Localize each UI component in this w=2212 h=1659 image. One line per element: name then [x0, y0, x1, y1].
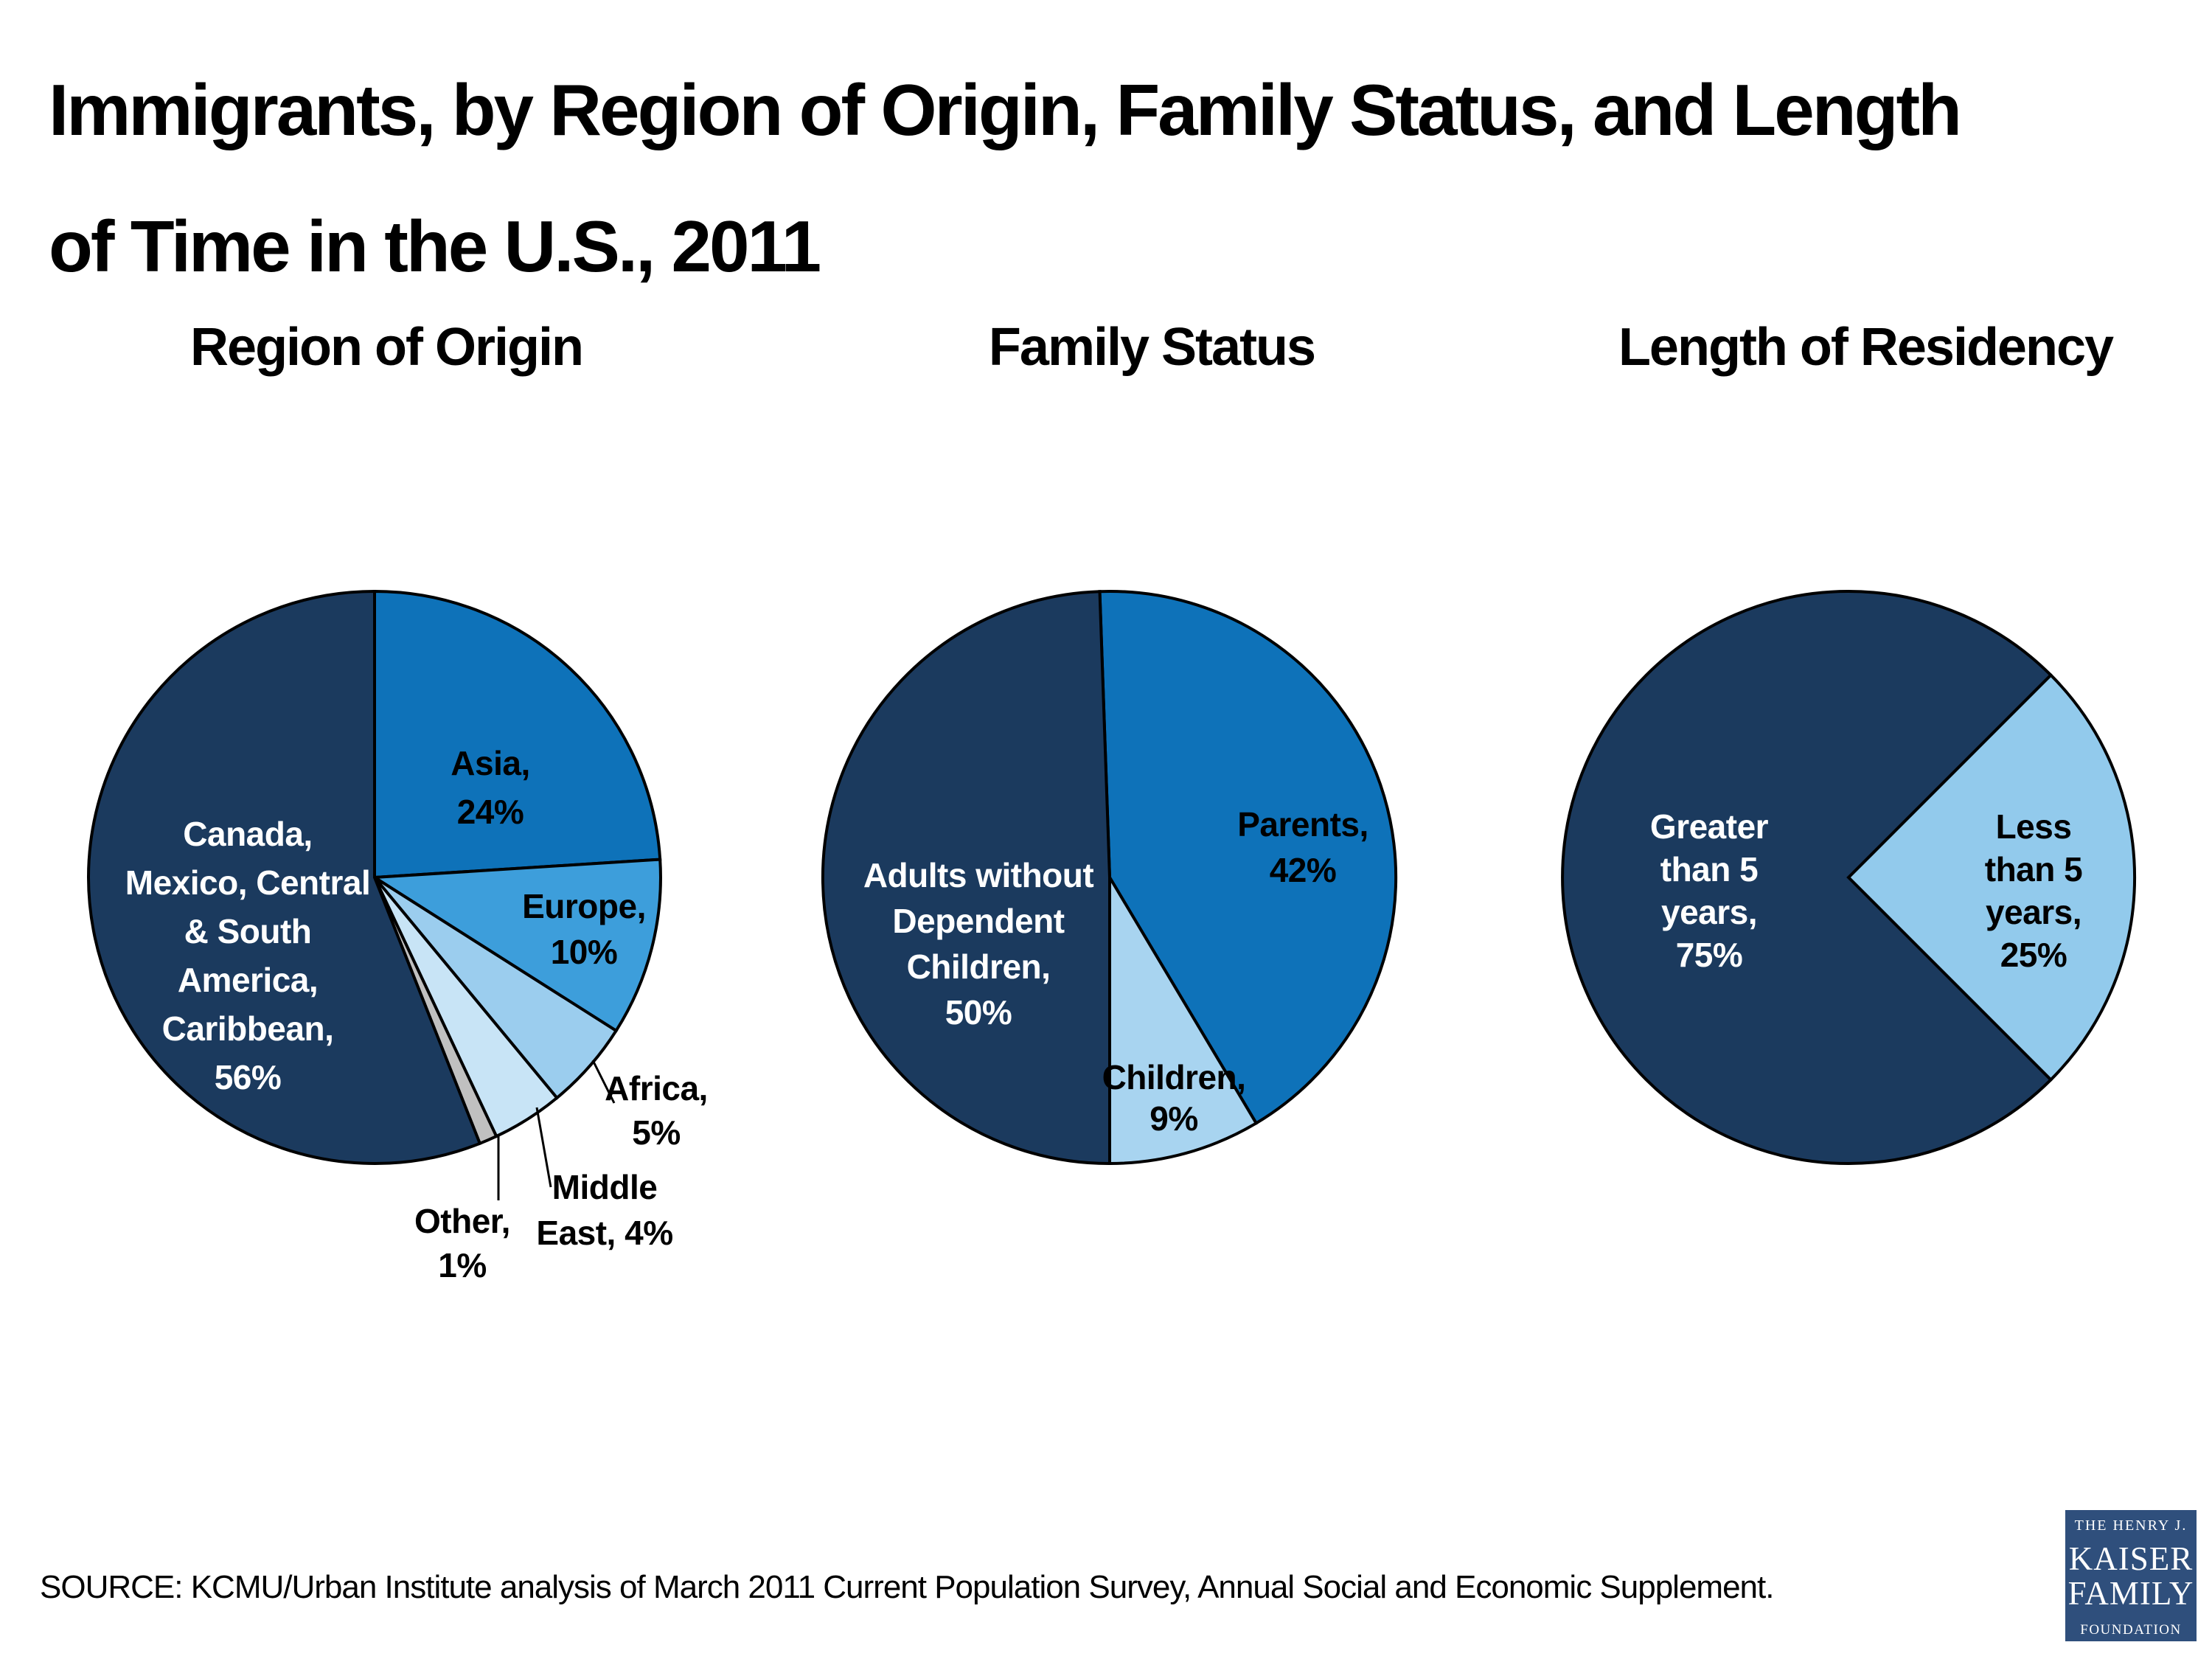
label-line: America,: [177, 961, 319, 999]
label-line: 1%: [438, 1246, 487, 1284]
label-line: Dependent: [892, 902, 1065, 940]
pie-family-status: [821, 589, 1398, 1166]
pie-0-slice-europe: [369, 858, 662, 1033]
label-line: Caribbean,: [161, 1009, 334, 1048]
slide-title-line-2: of Time in the U.S., 2011: [49, 206, 821, 287]
pie-0-slice-canada-mexico-central-south-america-caribbean: [87, 589, 482, 1165]
kaiser-family-foundation-logo: THE HENRY J. KAISER FAMILY FOUNDATION: [2065, 1510, 2197, 1641]
label-line: 9%: [1150, 1099, 1198, 1138]
label-line: Other,: [414, 1202, 510, 1240]
label-line: Greater: [1649, 807, 1769, 846]
label-line: 75%: [1675, 936, 1743, 974]
pie-1-label-parents: Parents, 42%: [1237, 801, 1368, 893]
slide-title-line-1: Immigrants, by Region of Origin, Family …: [49, 69, 1962, 150]
pie-0-label-middle: Middle East, 4%: [536, 1164, 673, 1256]
pie-header-region-of-origin: Region of Origin: [190, 318, 584, 377]
label-line: Children,: [906, 947, 1051, 986]
pie-header-family-status: Family Status: [988, 318, 1316, 377]
pie-2-label-greater: Greater than 5 years, 75%: [1649, 805, 1769, 976]
label-line: Middle: [552, 1168, 658, 1206]
logo-the-henry-j: THE HENRY J.: [2074, 1517, 2188, 1534]
label-line: East, 4%: [536, 1214, 673, 1252]
pie-1-label-children: Children, 9%: [1102, 1057, 1246, 1139]
label-line: than 5: [1660, 850, 1759, 888]
label-line: 25%: [2000, 936, 2067, 974]
source-note: SOURCE: KCMU/Urban Institute analysis of…: [40, 1569, 1774, 1605]
logo-foundation: FOUNDATION: [2080, 1621, 2182, 1638]
label-line: Mexico, Central: [125, 863, 371, 902]
label-line: Asia,: [451, 744, 530, 782]
pie-1-slice-parents: [1098, 589, 1398, 1126]
pie-2-label-less: Less than 5 years, 25%: [1984, 805, 2083, 976]
pie-2-slice-less-than-5-years: [1846, 672, 2137, 1082]
label-line: Africa,: [605, 1069, 708, 1107]
label-line: Europe,: [522, 887, 646, 925]
pie-1-slice-adults-without-dependent-children: [821, 590, 1111, 1166]
label-line: 24%: [456, 793, 524, 831]
label-line: 50%: [945, 993, 1012, 1032]
label-line: Canada,: [183, 815, 313, 853]
pie-0-leader-line-1: [535, 1107, 552, 1188]
pie-0-label-canada: Canada, Mexico, Central & South America, Car…: [125, 810, 371, 1102]
pie-1-slice-children: [1108, 872, 1259, 1166]
pie-0-slice-asia: [373, 589, 662, 880]
pie-1-label-adults-without: Adults without Dependent Children, 50%: [863, 852, 1094, 1035]
label-line: Children,: [1102, 1058, 1246, 1096]
logo-kaiser: KAISER: [2068, 1540, 2194, 1577]
pie-0-leader-line-0: [591, 1060, 616, 1104]
label-line: 10%: [550, 933, 618, 971]
pie-region-of-origin: [87, 589, 662, 1200]
pie-0-label-asia: Asia, 24%: [451, 739, 530, 836]
label-line: & South: [184, 912, 312, 950]
label-line: 42%: [1269, 851, 1337, 889]
label-line: years,: [1660, 893, 1758, 931]
logo-family: FAMILY: [2067, 1575, 2194, 1613]
pie-header-length-of-residency: Length of Residency: [1618, 318, 2114, 377]
label-line: Less: [1995, 807, 2072, 846]
pie-0-label-europe: Europe, 10%: [522, 883, 646, 975]
label-line: years,: [1985, 893, 2082, 931]
label-line: 5%: [632, 1113, 681, 1152]
label-line: 56%: [214, 1058, 282, 1096]
pie-2-slice-greater-than-5-years: [1561, 590, 2053, 1165]
label-line: than 5: [1984, 850, 2083, 888]
pie-0-label-other: Other, 1%: [414, 1199, 510, 1287]
label-line: Parents,: [1237, 805, 1368, 844]
pie-0-label-africa: Africa, 5%: [605, 1066, 708, 1155]
pie-length-of-residency: [1561, 590, 2137, 1165]
label-line: Adults without: [863, 856, 1094, 894]
